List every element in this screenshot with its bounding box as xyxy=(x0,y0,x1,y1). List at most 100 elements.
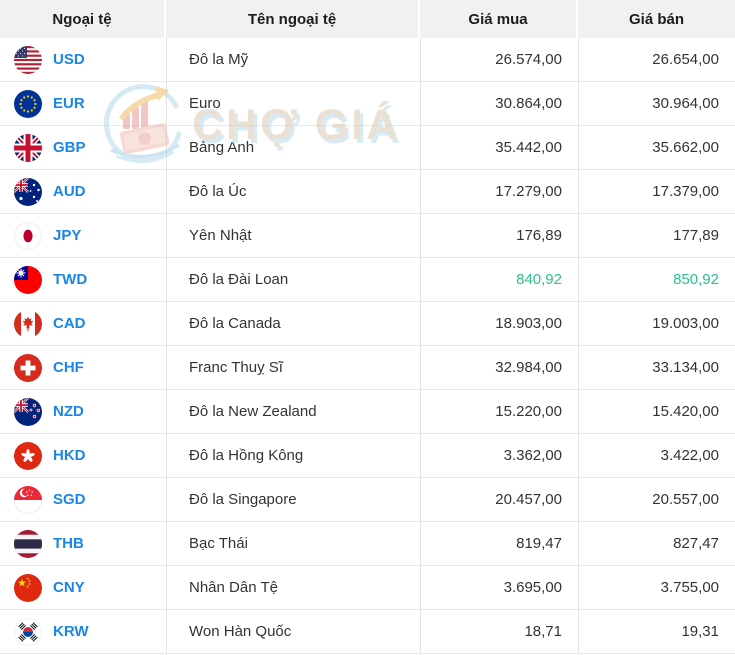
sell-price: 827,47 xyxy=(578,522,735,565)
currency-name: Nhân Dân Tệ xyxy=(166,566,420,609)
taiwan-flag-icon xyxy=(14,265,42,294)
currency-cell[interactable]: EUR xyxy=(0,82,166,125)
table-row: JPY Yên Nhật 176,89 177,89 xyxy=(0,214,735,258)
currency-cell[interactable]: AUD xyxy=(0,170,166,213)
currency-name: Đô la New Zealand xyxy=(166,390,420,433)
buy-price: 17.279,00 xyxy=(420,170,578,213)
currency-name: Won Hàn Quốc xyxy=(166,610,420,653)
south-korea-flag-icon xyxy=(14,617,42,646)
buy-price: 18,71 xyxy=(420,610,578,653)
currency-code-link[interactable]: SGD xyxy=(53,491,86,508)
currency-code-link[interactable]: TWD xyxy=(53,271,88,288)
currency-code-link[interactable]: KRW xyxy=(53,623,89,640)
currency-cell[interactable]: TWD xyxy=(0,258,166,301)
currency-name: Đô la Úc xyxy=(166,170,420,213)
sell-price: 3.422,00 xyxy=(578,434,735,477)
currency-name: Đô la Canada xyxy=(166,302,420,345)
currency-name: Yên Nhật xyxy=(166,214,420,257)
currency-cell[interactable]: CAD xyxy=(0,302,166,345)
currency-cell[interactable]: THB xyxy=(0,522,166,565)
currency-name: Euro xyxy=(166,82,420,125)
header-buy-price: Giá mua xyxy=(420,0,578,38)
buy-price: 3.362,00 xyxy=(420,434,578,477)
currency-cell[interactable]: JPY xyxy=(0,214,166,257)
table-row: USD Đô la Mỹ 26.574,00 26.654,00 xyxy=(0,38,735,82)
currency-code-link[interactable]: CAD xyxy=(53,315,86,332)
japan-flag-icon xyxy=(14,221,42,250)
buy-price: 30.864,00 xyxy=(420,82,578,125)
buy-price: 20.457,00 xyxy=(420,478,578,521)
currency-cell[interactable]: CHF xyxy=(0,346,166,389)
sell-price: 20.557,00 xyxy=(578,478,735,521)
sell-price: 15.420,00 xyxy=(578,390,735,433)
table-row: CNY Nhân Dân Tệ 3.695,00 3.755,00 xyxy=(0,566,735,610)
sell-price: 33.134,00 xyxy=(578,346,735,389)
buy-price: 35.442,00 xyxy=(420,126,578,169)
header-currency-name: Tên ngoại tệ xyxy=(166,0,420,38)
sell-price: 177,89 xyxy=(578,214,735,257)
table-row: SGD Đô la Singapore 20.457,00 20.557,00 xyxy=(0,478,735,522)
buy-price: 176,89 xyxy=(420,214,578,257)
currency-name: Đô la Đài Loan xyxy=(166,258,420,301)
currency-cell[interactable]: KRW xyxy=(0,610,166,653)
currency-code-link[interactable]: NZD xyxy=(53,403,84,420)
sell-price: 19.003,00 xyxy=(578,302,735,345)
buy-price: 32.984,00 xyxy=(420,346,578,389)
sell-price: 850,92 xyxy=(578,258,735,301)
table-row: AUD Đô la Úc 17.279,00 17.379,00 xyxy=(0,170,735,214)
sell-price: 30.964,00 xyxy=(578,82,735,125)
currency-code-link[interactable]: EUR xyxy=(53,95,85,112)
table-row: TWD Đô la Đài Loan 840,92 850,92 xyxy=(0,258,735,302)
buy-price: 3.695,00 xyxy=(420,566,578,609)
header-sell-price: Giá bán xyxy=(578,0,735,38)
table-row: GBP Bảng Anh 35.442,00 35.662,00 xyxy=(0,126,735,170)
currency-cell[interactable]: USD xyxy=(0,38,166,81)
currency-name: Bạc Thái xyxy=(166,522,420,565)
table-row: CHF Franc Thuỵ Sĩ 32.984,00 33.134,00 xyxy=(0,346,735,390)
sell-price: 26.654,00 xyxy=(578,38,735,81)
currency-code-link[interactable]: GBP xyxy=(53,139,86,156)
buy-price: 819,47 xyxy=(420,522,578,565)
currency-cell[interactable]: HKD xyxy=(0,434,166,477)
china-flag-icon xyxy=(14,573,42,602)
currency-name: Franc Thuỵ Sĩ xyxy=(166,346,420,389)
table-row: EUR Euro 30.864,00 30.964,00 xyxy=(0,82,735,126)
uk-flag-icon xyxy=(14,133,42,162)
table-row: NZD Đô la New Zealand 15.220,00 15.420,0… xyxy=(0,390,735,434)
canada-flag-icon xyxy=(14,309,42,338)
currency-code-link[interactable]: CHF xyxy=(53,359,84,376)
currency-code-link[interactable]: AUD xyxy=(53,183,86,200)
sell-price: 3.755,00 xyxy=(578,566,735,609)
currency-name: Đô la Singapore xyxy=(166,478,420,521)
us-flag-icon xyxy=(14,45,42,74)
buy-price: 26.574,00 xyxy=(420,38,578,81)
currency-cell[interactable]: GBP xyxy=(0,126,166,169)
currency-name: Bảng Anh xyxy=(166,126,420,169)
currency-cell[interactable]: SGD xyxy=(0,478,166,521)
new-zealand-flag-icon xyxy=(14,397,42,426)
table-header: Ngoại tệ Tên ngoại tệ Giá mua Giá bán xyxy=(0,0,735,38)
sell-price: 35.662,00 xyxy=(578,126,735,169)
table-row: KRW Won Hàn Quốc 18,71 19,31 xyxy=(0,610,735,654)
thailand-flag-icon xyxy=(14,529,42,558)
header-currency: Ngoại tệ xyxy=(0,0,166,38)
currency-code-link[interactable]: JPY xyxy=(53,227,82,244)
currency-code-link[interactable]: USD xyxy=(53,51,85,68)
switzerland-flag-icon xyxy=(14,353,42,382)
currency-name: Đô la Mỹ xyxy=(166,38,420,81)
buy-price: 15.220,00 xyxy=(420,390,578,433)
table-row: CAD Đô la Canada 18.903,00 19.003,00 xyxy=(0,302,735,346)
currency-code-link[interactable]: CNY xyxy=(53,579,85,596)
table-row: THB Bạc Thái 819,47 827,47 xyxy=(0,522,735,566)
currency-cell[interactable]: NZD xyxy=(0,390,166,433)
sell-price: 17.379,00 xyxy=(578,170,735,213)
singapore-flag-icon xyxy=(14,485,42,514)
currency-cell[interactable]: CNY xyxy=(0,566,166,609)
eu-flag-icon xyxy=(14,89,42,118)
currency-code-link[interactable]: HKD xyxy=(53,447,86,464)
currency-code-link[interactable]: THB xyxy=(53,535,84,552)
sell-price: 19,31 xyxy=(578,610,735,653)
buy-price: 18.903,00 xyxy=(420,302,578,345)
currency-name: Đô la Hồng Kông xyxy=(166,434,420,477)
hong-kong-flag-icon xyxy=(14,441,42,470)
